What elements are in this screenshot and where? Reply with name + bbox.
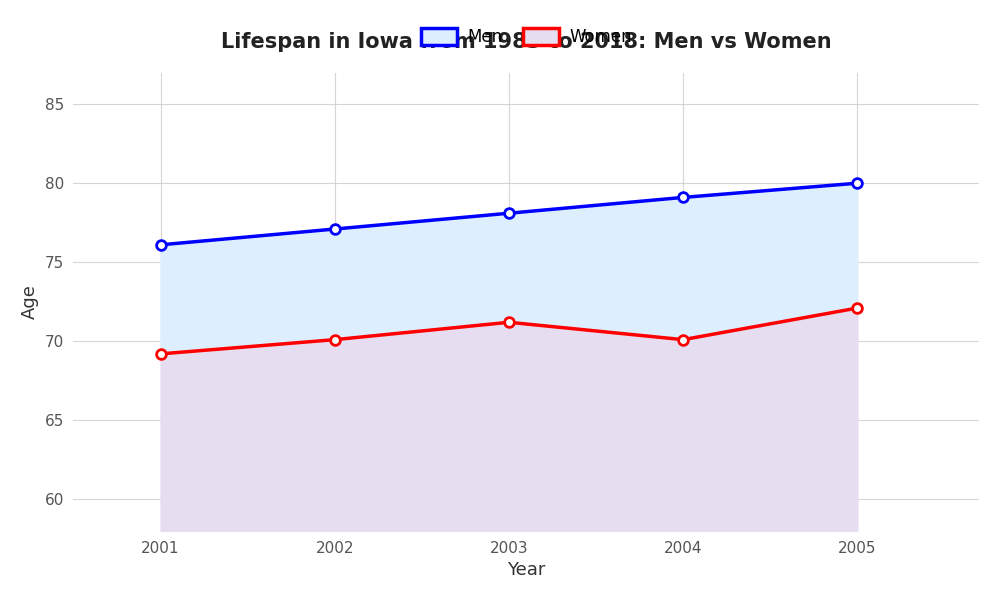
Legend: Men, Women: Men, Women (414, 22, 639, 53)
Title: Lifespan in Iowa from 1983 to 2018: Men vs Women: Lifespan in Iowa from 1983 to 2018: Men … (221, 32, 832, 52)
Y-axis label: Age: Age (21, 284, 39, 319)
X-axis label: Year: Year (507, 561, 546, 579)
